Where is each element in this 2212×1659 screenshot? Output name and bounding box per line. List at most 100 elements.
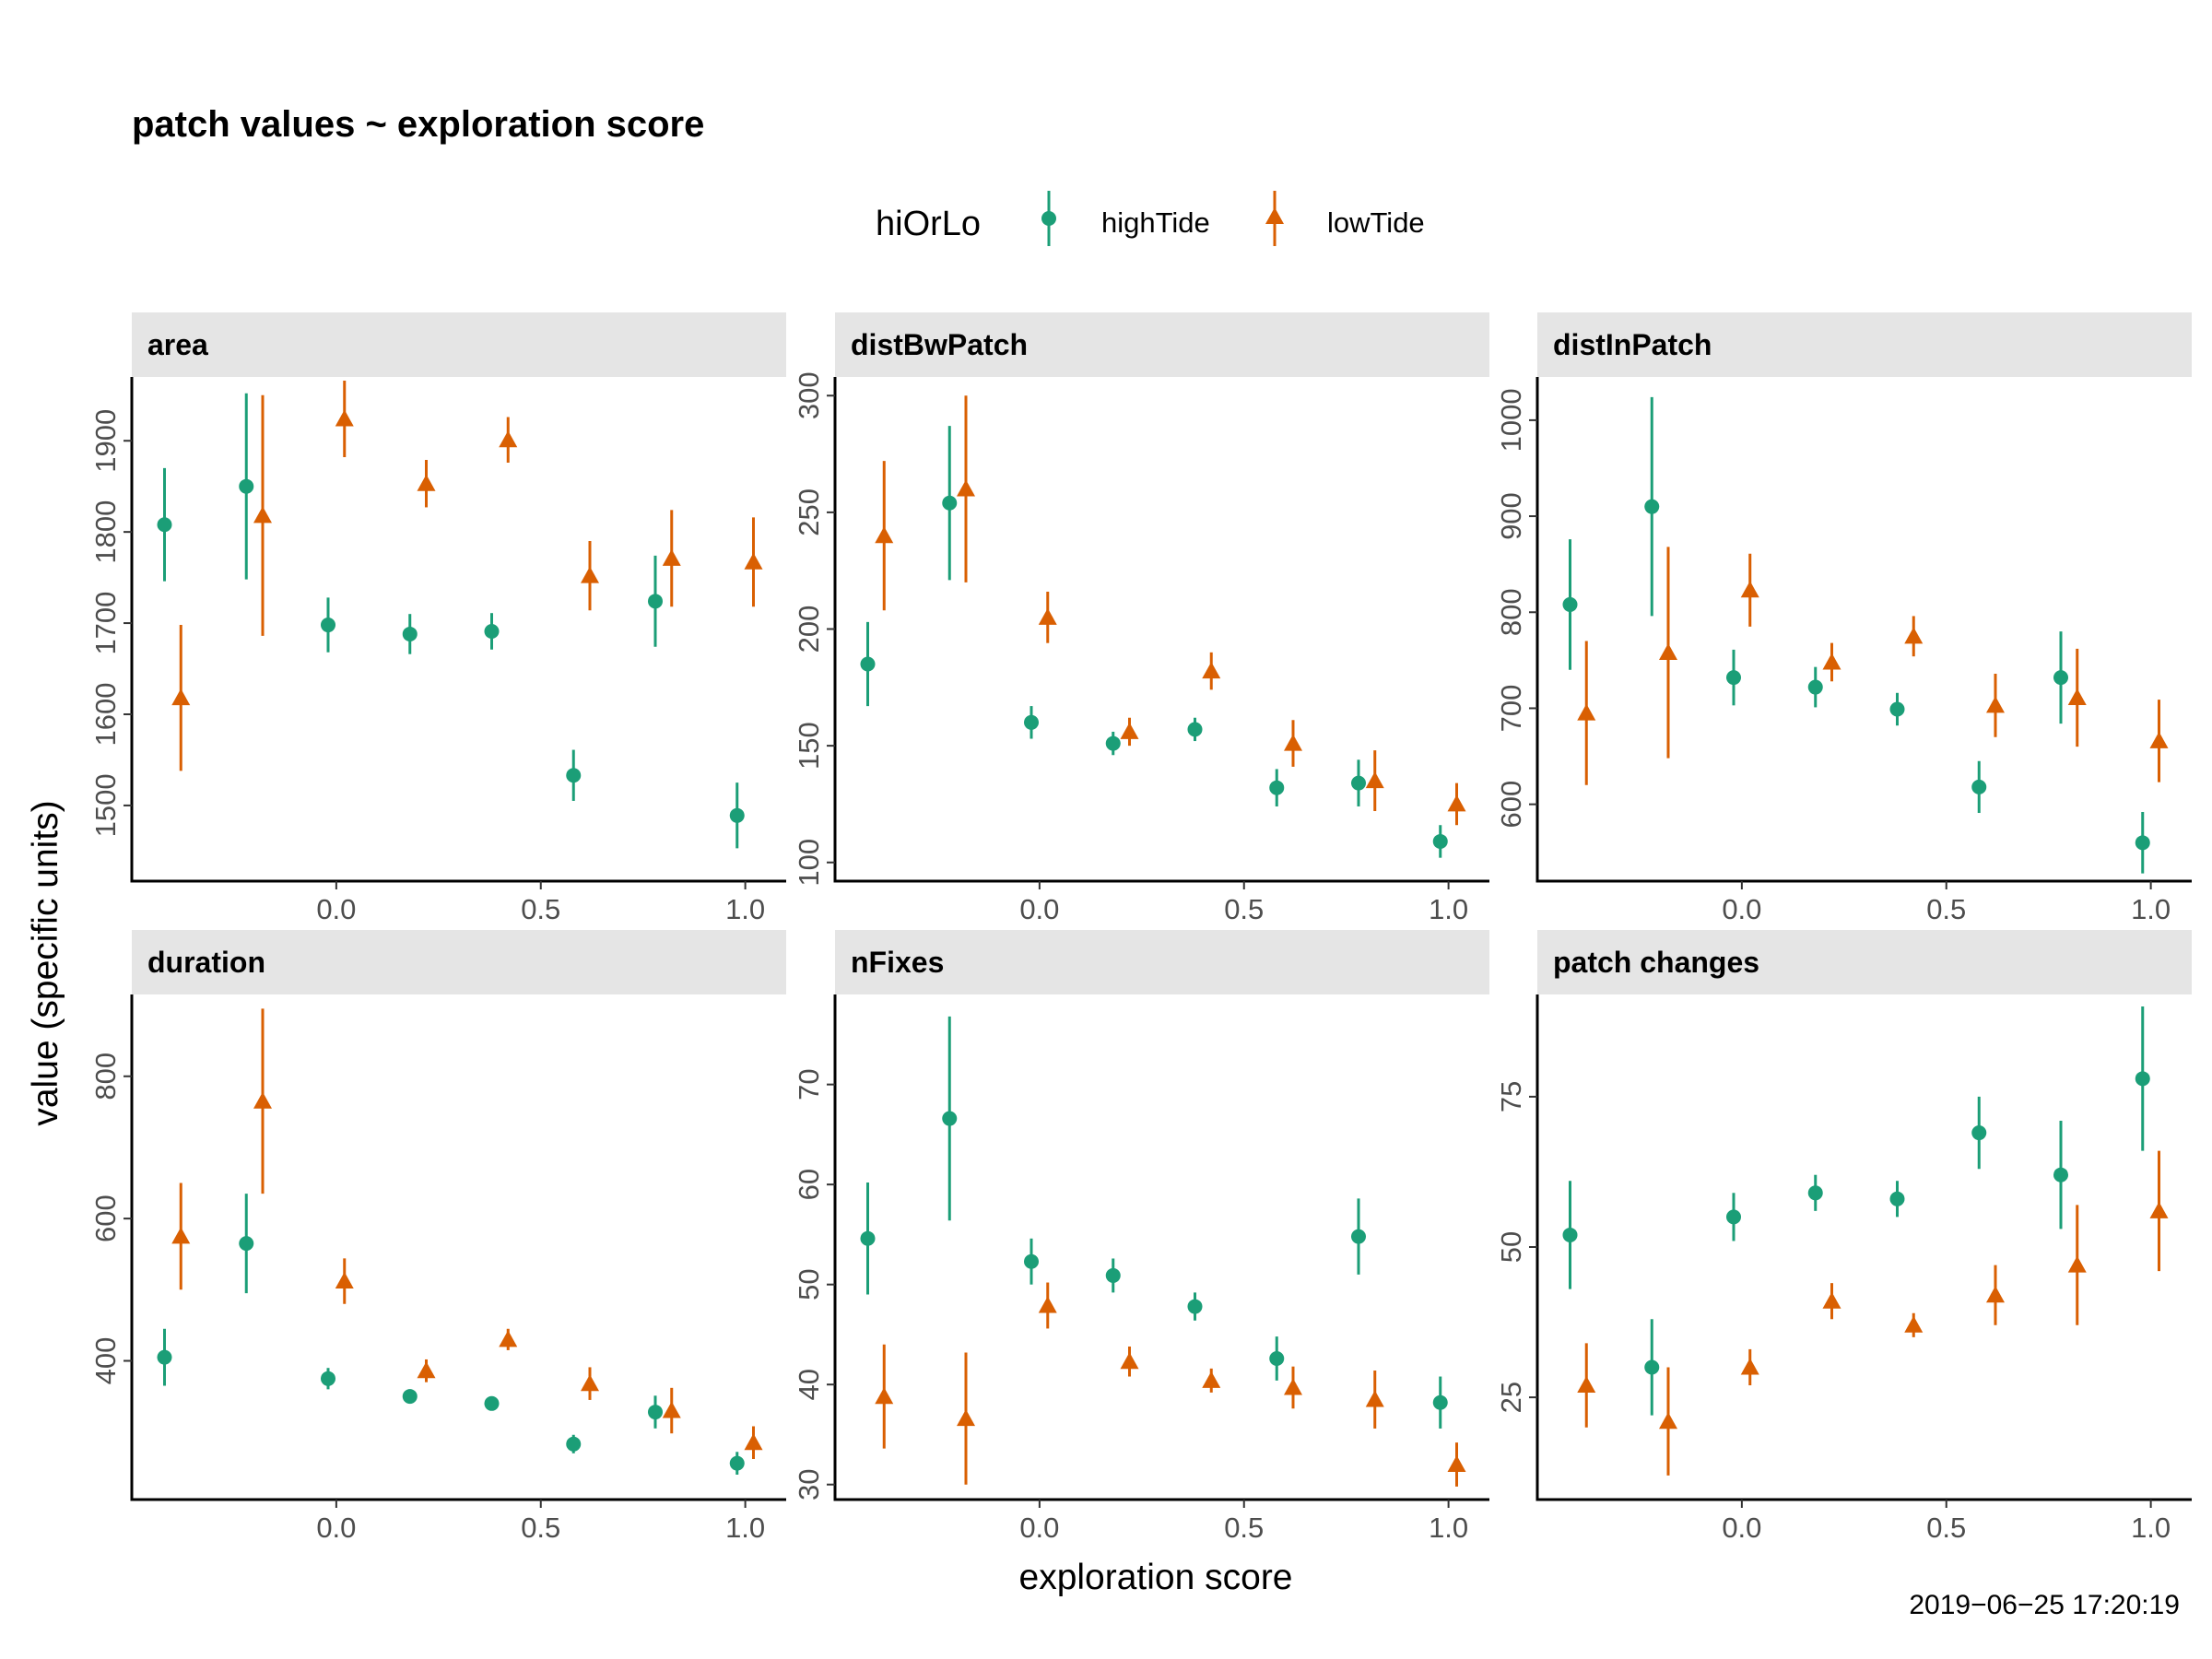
series-lowTide bbox=[875, 395, 1466, 826]
y-axis-title: value (specific units) bbox=[26, 800, 65, 1125]
facet-duration: duration 0.0 0.5 1.0 400 600 800 bbox=[89, 930, 786, 1544]
series-highTide bbox=[860, 426, 1448, 858]
facet-strip-label: duration bbox=[147, 946, 265, 979]
y-tick-label: 1900 bbox=[89, 409, 122, 473]
point-highTide bbox=[1807, 679, 1823, 695]
point-highTide bbox=[402, 1389, 418, 1405]
point-lowTide bbox=[581, 1374, 599, 1392]
point-lowTide bbox=[1120, 722, 1139, 739]
point-lowTide bbox=[253, 1091, 272, 1109]
point-lowTide bbox=[1659, 643, 1677, 661]
y-tick-label: 25 bbox=[1495, 1382, 1527, 1413]
point-highTide bbox=[566, 768, 582, 783]
x-tick-label: 0.5 bbox=[1926, 893, 1966, 925]
point-highTide bbox=[860, 1230, 876, 1246]
point-lowTide bbox=[1284, 734, 1302, 751]
point-highTide bbox=[2135, 1071, 2150, 1087]
x-tick-label: 0.0 bbox=[1019, 893, 1059, 925]
legend: hiOrLo highTide lowTide bbox=[876, 191, 1425, 246]
point-highTide bbox=[1726, 670, 1741, 686]
facet-distBwPatch: distBwPatch 0.0 0.5 1.0 100 150 200 250 300 bbox=[793, 312, 1489, 925]
point-lowTide bbox=[499, 1330, 518, 1347]
point-lowTide bbox=[1447, 794, 1466, 812]
facet-strip-label: distBwPatch bbox=[851, 328, 1028, 361]
point-lowTide bbox=[1986, 696, 2005, 713]
y-tick-label: 1600 bbox=[89, 683, 122, 747]
y-tick-label: 200 bbox=[793, 606, 825, 653]
y-tick-label: 1800 bbox=[89, 500, 122, 564]
point-highTide bbox=[1187, 722, 1203, 737]
point-highTide bbox=[157, 517, 172, 533]
point-lowTide bbox=[1904, 1315, 1924, 1333]
y-tick-label: 300 bbox=[793, 371, 825, 419]
point-highTide bbox=[1971, 1125, 1987, 1141]
facet-strip bbox=[132, 930, 786, 994]
legend-key-lowTide bbox=[1265, 191, 1284, 246]
x-tick-label: 0.0 bbox=[1722, 1512, 1761, 1544]
y-tick-label: 900 bbox=[1495, 492, 1527, 540]
point-highTide bbox=[1644, 1359, 1660, 1375]
legend-label-highTide: highTide bbox=[1101, 206, 1210, 239]
point-highTide bbox=[1432, 1394, 1448, 1410]
x-tick-label: 0.5 bbox=[1224, 893, 1264, 925]
point-highTide bbox=[729, 1455, 745, 1471]
point-highTide bbox=[1807, 1185, 1823, 1201]
x-tick-label: 0.0 bbox=[1019, 1512, 1059, 1544]
facet-strip bbox=[1537, 930, 2192, 994]
y-tick-label: 700 bbox=[1495, 685, 1527, 733]
y-tick-label: 75 bbox=[1495, 1081, 1527, 1112]
y-tick-label: 50 bbox=[793, 1268, 825, 1300]
point-highTide bbox=[157, 1349, 172, 1365]
x-tick-label: 0.0 bbox=[316, 1512, 356, 1544]
x-tick-label: 0.5 bbox=[521, 1512, 560, 1544]
point-highTide bbox=[2053, 670, 2068, 686]
y-tick-label: 40 bbox=[793, 1369, 825, 1400]
point-lowTide bbox=[2067, 1255, 2087, 1273]
x-tick-label: 1.0 bbox=[725, 893, 765, 925]
facet-strip bbox=[132, 312, 786, 377]
point-highTide bbox=[942, 1111, 958, 1126]
series-highTide bbox=[860, 1016, 1448, 1429]
series-lowTide bbox=[1577, 547, 2169, 785]
y-tick-label: 150 bbox=[793, 722, 825, 770]
point-lowTide bbox=[253, 506, 272, 524]
x-tick-label: 1.0 bbox=[1429, 1512, 1468, 1544]
y-tick-label: 400 bbox=[89, 1337, 122, 1385]
y-tick-label: 60 bbox=[793, 1169, 825, 1200]
legend-label-lowTide: lowTide bbox=[1327, 206, 1425, 239]
point-lowTide bbox=[1365, 771, 1384, 789]
facet-strip-label: nFixes bbox=[851, 946, 944, 979]
point-lowTide bbox=[1577, 1376, 1596, 1394]
point-highTide bbox=[2053, 1167, 2068, 1182]
point-lowTide bbox=[1904, 627, 1924, 644]
point-highTide bbox=[566, 1436, 582, 1452]
point-highTide bbox=[1889, 701, 1905, 717]
chart-title: patch values ~ exploration score bbox=[132, 104, 704, 145]
point-highTide bbox=[484, 1395, 500, 1411]
y-tick-label: 50 bbox=[1495, 1231, 1527, 1263]
point-highTide bbox=[321, 618, 335, 633]
point-highTide bbox=[1351, 1229, 1366, 1244]
point-lowTide bbox=[2067, 688, 2087, 705]
y-tick-label: 70 bbox=[793, 1068, 825, 1100]
point-highTide bbox=[321, 1371, 335, 1386]
series-lowTide bbox=[1577, 1150, 2169, 1476]
point-lowTide bbox=[1577, 703, 1596, 721]
point-lowTide bbox=[417, 474, 436, 491]
point-highTide bbox=[648, 594, 663, 609]
y-tick-label: 1500 bbox=[89, 773, 122, 837]
x-tick-label: 0.5 bbox=[1224, 1512, 1264, 1544]
series-highTide bbox=[1562, 396, 2150, 874]
point-lowTide bbox=[1986, 1286, 2005, 1303]
facet-distInPatch: distInPatch 0.0 0.5 1.0 600 700 800 900 1000 bbox=[1495, 312, 2192, 925]
point-highTide bbox=[484, 623, 500, 639]
point-lowTide bbox=[2149, 1201, 2169, 1218]
point-lowTide bbox=[335, 409, 354, 427]
point-highTide bbox=[729, 807, 745, 823]
point-highTide bbox=[1351, 775, 1366, 791]
point-lowTide bbox=[957, 479, 975, 497]
point-lowTide bbox=[417, 1361, 436, 1379]
series-lowTide bbox=[171, 1008, 763, 1460]
y-tick-label: 250 bbox=[793, 488, 825, 536]
